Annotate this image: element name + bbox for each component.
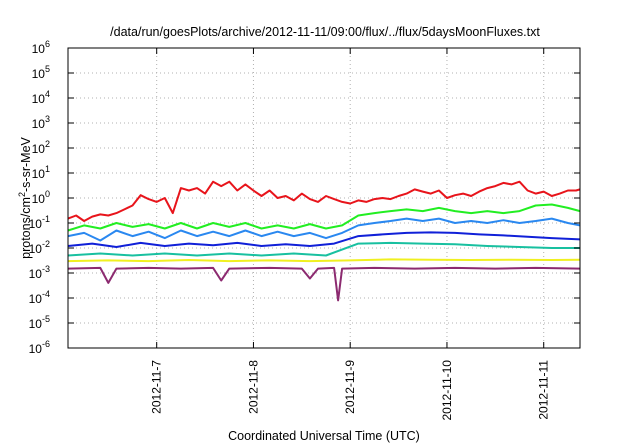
y-tick-exponent: -2: [42, 239, 50, 249]
y-tick-exponent: -6: [42, 339, 50, 349]
y-tick-base: 10: [29, 342, 43, 356]
y-tick-exponent: 6: [45, 39, 50, 49]
y-tick-label: 10-1: [29, 214, 50, 231]
y-tick-exponent: 2: [45, 139, 50, 149]
y-axis-title-sup: 2: [17, 192, 27, 197]
y-tick-label: 10-2: [29, 239, 50, 256]
y-tick-base: 10: [32, 192, 46, 206]
x-tick-label: 2012-11-9: [343, 360, 357, 414]
y-tick-label: 103: [32, 114, 50, 131]
svg-text:protons/cm2-s-sr-MeV: protons/cm2-s-sr-MeV: [17, 136, 33, 258]
y-axis-title-rest: -s-sr-MeV: [19, 136, 33, 192]
y-tick-label: 10-4: [29, 289, 50, 306]
y-tick-label: 101: [32, 164, 50, 181]
x-axis-title: Coordinated Universal Time (UTC): [228, 429, 420, 443]
x-tick-label: 2012-11-7: [150, 360, 164, 414]
y-tick-base: 10: [29, 317, 43, 331]
y-tick-label: 10-3: [29, 264, 50, 281]
y-tick-exponent: 4: [45, 89, 50, 99]
y-tick-base: 10: [29, 267, 43, 281]
series-3-line: [67, 217, 581, 242]
y-tick-base: 10: [32, 92, 46, 106]
series-2-line: [67, 203, 581, 232]
series-7-line: [67, 266, 581, 302]
y-tick-exponent: 1: [45, 164, 50, 174]
y-tick-exponent: -4: [42, 289, 50, 299]
series-layer: [67, 180, 581, 302]
y-tick-base: 10: [29, 217, 43, 231]
y-axis-title: protons/cm2-s-sr-MeV: [17, 136, 33, 258]
y-tick-label: 10-6: [29, 339, 50, 356]
y-tick-base: 10: [32, 167, 46, 181]
series-4-line: [67, 231, 581, 248]
y-axis-title-base: protons/cm: [19, 197, 33, 259]
chart-title: /data/run/goesPlots/archive/2012-11-11/0…: [110, 25, 540, 39]
x-tick-label: 2012-11-11: [537, 360, 551, 420]
y-tick-label: 106: [32, 39, 50, 56]
y-tick-exponent: -1: [42, 214, 50, 224]
y-tick-base: 10: [32, 67, 46, 81]
series-1-line: [67, 180, 581, 222]
ticks: 10-610-510-410-310-210-11001011021031041…: [29, 39, 580, 421]
y-tick-exponent: 5: [45, 64, 50, 74]
y-tick-label: 102: [32, 139, 50, 156]
x-tick-label: 2012-11-8: [246, 360, 260, 414]
y-tick-exponent: 3: [45, 114, 50, 124]
y-tick-exponent: -3: [42, 264, 50, 274]
y-tick-label: 100: [32, 189, 50, 206]
y-tick-label: 10-5: [29, 314, 50, 331]
series-6-line: [67, 258, 581, 263]
series-5-line: [67, 241, 580, 257]
y-tick-base: 10: [29, 242, 43, 256]
x-tick-label: 2012-11-10: [440, 360, 454, 421]
y-tick-base: 10: [32, 142, 46, 156]
y-tick-base: 10: [32, 117, 46, 131]
y-tick-base: 10: [29, 292, 43, 306]
y-tick-exponent: 0: [45, 189, 50, 199]
y-tick-exponent: -5: [42, 314, 50, 324]
y-tick-label: 104: [32, 89, 50, 106]
y-tick-label: 105: [32, 64, 50, 81]
y-tick-base: 10: [32, 42, 46, 56]
